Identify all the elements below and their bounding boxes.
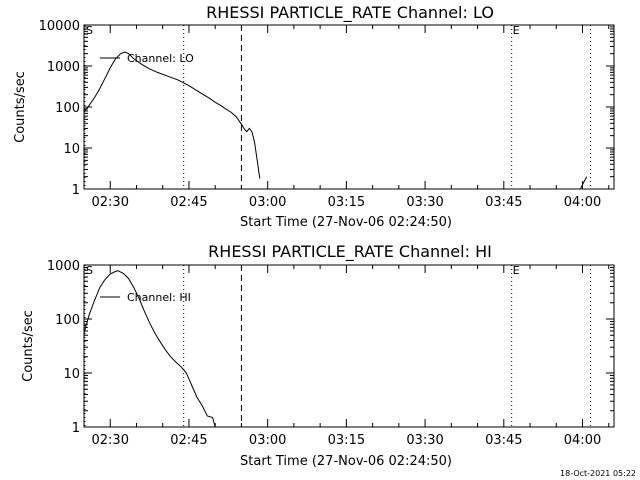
legend-hi: Channel: HI [100,291,191,304]
y-tick-label-lo: 100 [55,101,80,116]
legend-label-lo: Channel: LO [127,52,194,65]
x-tick-label-hi: 03:45 [485,433,522,448]
y-tick-label-lo: 10000 [39,19,80,34]
marker-label-lo: S [86,24,93,37]
x-tick-label-lo: 03:00 [249,195,286,210]
x-tick-label-lo: 02:30 [92,195,129,210]
legend-lo: Channel: LO [100,52,194,65]
y-tick-label-lo: 10 [63,142,80,157]
axis-ticks-hi: 02:30 02:45 03:00 03:15 03:30 03:45 04:00 1 10 10… [47,259,614,448]
chart-title-lo: RHESSI PARTICLE_RATE Channel: LO [206,3,494,23]
y-tick-label-lo: 1 [72,183,80,198]
x-tick-label-lo: 03:45 [485,195,522,210]
y-tick-label-hi: 10 [63,367,80,382]
panel-lo: RHESSI PARTICLE_RATE Channel: LO 02:30 02… [13,3,615,230]
x-tick-label-hi: 04:00 [564,433,601,448]
chart-title-hi: RHESSI PARTICLE_RATE Channel: HI [208,242,492,262]
y-tick-label-hi: 100 [55,313,80,328]
x-tick-label-lo: 02:45 [170,195,207,210]
x-tick-label-lo: 03:15 [328,195,365,210]
series-line-hi [83,270,216,428]
series-line-lo [579,176,588,190]
x-axis-label-lo: Start Time (27-Nov-06 02:24:50) [240,215,452,230]
y-tick-label-lo: 1000 [47,60,80,75]
x-axis-label-hi: Start Time (27-Nov-06 02:24:50) [240,454,452,469]
plot-frame-hi [83,264,615,428]
y-axis-label-lo: Counts/sec [13,71,28,143]
x-tick-label-lo: 03:30 [406,195,443,210]
marker-label-lo: E [513,24,520,37]
marker-label-hi: E [513,264,520,277]
footer-timestamp: 18-Oct-2021 05:22 [560,469,636,478]
series-lo [83,51,588,190]
series-line-lo [83,51,261,179]
series-hi [83,270,216,428]
y-axis-label-hi: Counts/sec [21,310,36,382]
x-tick-label-hi: 02:30 [92,433,129,448]
legend-label-hi: Channel: HI [127,291,191,304]
x-tick-label-hi: 03:15 [328,433,365,448]
x-tick-label-hi: 02:45 [170,433,207,448]
x-tick-label-hi: 03:30 [406,433,443,448]
marker-label-hi: S [86,264,93,277]
x-tick-label-lo: 04:00 [564,195,601,210]
axis-ticks-lo: 02:30 02:45 03:00 03:15 03:30 03:45 04:00 1 10 10… [39,19,614,210]
y-tick-label-hi: 1 [72,421,80,436]
x-tick-label-hi: 03:00 [249,433,286,448]
panel-hi: RHESSI PARTICLE_RATE Channel: HI 02:30 02… [21,242,615,469]
y-tick-label-hi: 1000 [47,259,80,274]
